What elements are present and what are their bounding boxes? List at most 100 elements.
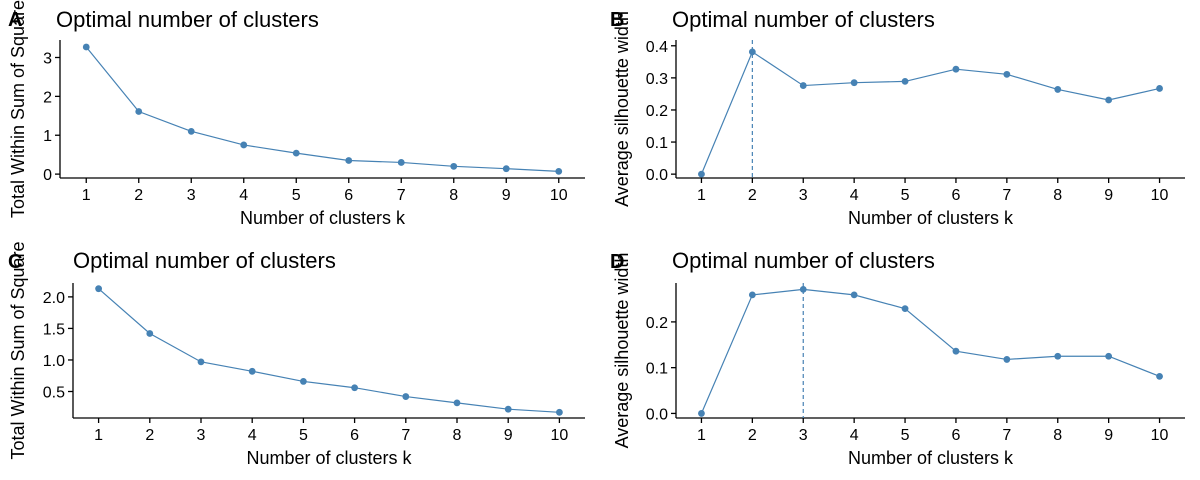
x-tick-label: 10	[1151, 187, 1169, 204]
data-point	[146, 330, 154, 337]
y-tick-label: 0.0	[646, 167, 668, 184]
x-tick-label: 3	[799, 187, 808, 204]
data-point	[504, 405, 512, 413]
data-point	[901, 78, 909, 85]
x-axis-title: Number of clusters k	[246, 448, 412, 468]
x-tick-label: 10	[551, 427, 569, 444]
panel-a: A Optimal number of clusters 1 2 3 4 5 6 7 8 9 10 0 1…	[8, 0, 585, 228]
series-line	[700, 288, 1160, 414]
x-tick-label: 2	[748, 187, 757, 204]
data-point	[1105, 352, 1113, 360]
x-tick-label: 3	[799, 427, 808, 444]
chart-title: Optimal number of clusters	[56, 7, 319, 32]
series-line	[700, 50, 1160, 175]
data-point	[248, 367, 256, 375]
panel-d: D Optimal number of clusters 1 2 3 4 5 6 7 8 9 10 0.…	[610, 248, 1185, 468]
x-tick-label: 2	[748, 427, 757, 444]
panel-b: B Optimal number of clusters 1 2 3 4 5 6 7 8 9 10 0.…	[610, 7, 1185, 228]
panel-c: C Optimal number of clusters 1 2 3 4 5 6 7 8 9 10 0.…	[8, 241, 585, 468]
data-point	[453, 399, 461, 407]
data-point	[850, 291, 858, 299]
x-tick-label: 4	[850, 427, 859, 444]
data-point	[1156, 372, 1163, 380]
x-axis-title: Number of clusters k	[848, 208, 1014, 228]
y-tick-label: 0.0	[646, 406, 668, 423]
x-tick-label: 7	[1002, 187, 1011, 204]
data-point	[351, 384, 358, 392]
data-point	[135, 108, 143, 115]
data-point	[82, 43, 90, 51]
y-tick-label: 2.0	[43, 290, 65, 307]
x-tick-label: 2	[145, 427, 154, 444]
y-tick-label: 0.1	[646, 135, 668, 152]
data-point	[1105, 96, 1113, 104]
data-point	[402, 393, 410, 400]
data-point	[187, 127, 195, 135]
y-tick-label: 0.2	[646, 103, 668, 120]
data-point	[240, 141, 248, 149]
x-tick-label: 4	[248, 427, 257, 444]
x-tick-label: 5	[292, 187, 301, 204]
y-tick-label: 1.0	[43, 353, 65, 370]
data-point	[1156, 85, 1163, 92]
data-point	[95, 285, 102, 293]
data-point	[1003, 356, 1011, 363]
data-point	[502, 165, 510, 173]
data-point	[197, 358, 205, 366]
data-point	[698, 170, 705, 178]
x-tick-label: 6	[350, 427, 359, 444]
x-tick-label: 1	[82, 187, 91, 204]
x-tick-label: 7	[1002, 427, 1011, 444]
y-tick-label: 0.4	[646, 39, 668, 56]
data-point	[799, 82, 807, 89]
x-tick-label: 6	[951, 187, 960, 204]
x-tick-label: 7	[397, 187, 406, 204]
x-tick-label: 1	[697, 187, 706, 204]
data-point	[1003, 70, 1011, 78]
x-tick-label: 8	[449, 187, 458, 204]
series-line	[85, 46, 559, 172]
x-tick-label: 10	[1151, 427, 1169, 444]
y-axis-title: Average silhouette width	[612, 253, 632, 449]
x-tick-label: 8	[453, 427, 462, 444]
data-point	[397, 159, 405, 166]
x-axis-title: Number of clusters k	[240, 208, 406, 228]
y-tick-label: 0	[43, 167, 52, 184]
y-tick-label: 0.3	[646, 71, 668, 88]
data-point	[300, 378, 307, 385]
y-tick-label: 3	[43, 50, 52, 67]
x-axis-title: Number of clusters k	[848, 448, 1014, 468]
x-tick-label: 1	[697, 427, 706, 444]
x-tick-label: 4	[239, 187, 248, 204]
x-tick-label: 7	[401, 427, 410, 444]
x-tick-label: 10	[550, 187, 568, 204]
x-tick-label: 5	[299, 427, 308, 444]
y-axis-title: Average silhouette width	[612, 11, 632, 207]
x-tick-label: 1	[94, 427, 103, 444]
y-tick-label: 1.5	[43, 321, 65, 338]
x-tick-label: 2	[134, 187, 143, 204]
data-point	[450, 162, 458, 170]
chart-title: Optimal number of clusters	[672, 7, 935, 32]
data-point	[345, 157, 353, 164]
y-tick-label: 2	[43, 89, 52, 106]
data-point	[850, 79, 858, 87]
data-point	[799, 286, 807, 293]
x-tick-label: 6	[344, 187, 353, 204]
data-point	[556, 408, 563, 416]
chart-title: Optimal number of clusters	[73, 248, 336, 273]
x-tick-label: 9	[1104, 187, 1113, 204]
data-point	[555, 167, 563, 175]
y-tick-label: 0.2	[646, 315, 668, 332]
data-point	[901, 305, 909, 313]
y-tick-label: 0.5	[43, 385, 65, 402]
data-point	[1054, 352, 1062, 360]
panel-letter: B	[610, 9, 624, 31]
x-tick-label: 5	[901, 427, 910, 444]
series-line	[98, 288, 560, 413]
panel-letter: D	[610, 251, 624, 273]
chart-title: Optimal number of clusters	[672, 248, 935, 273]
y-axis-title: Total Within Sum of Square	[8, 241, 28, 459]
data-point	[748, 48, 756, 56]
